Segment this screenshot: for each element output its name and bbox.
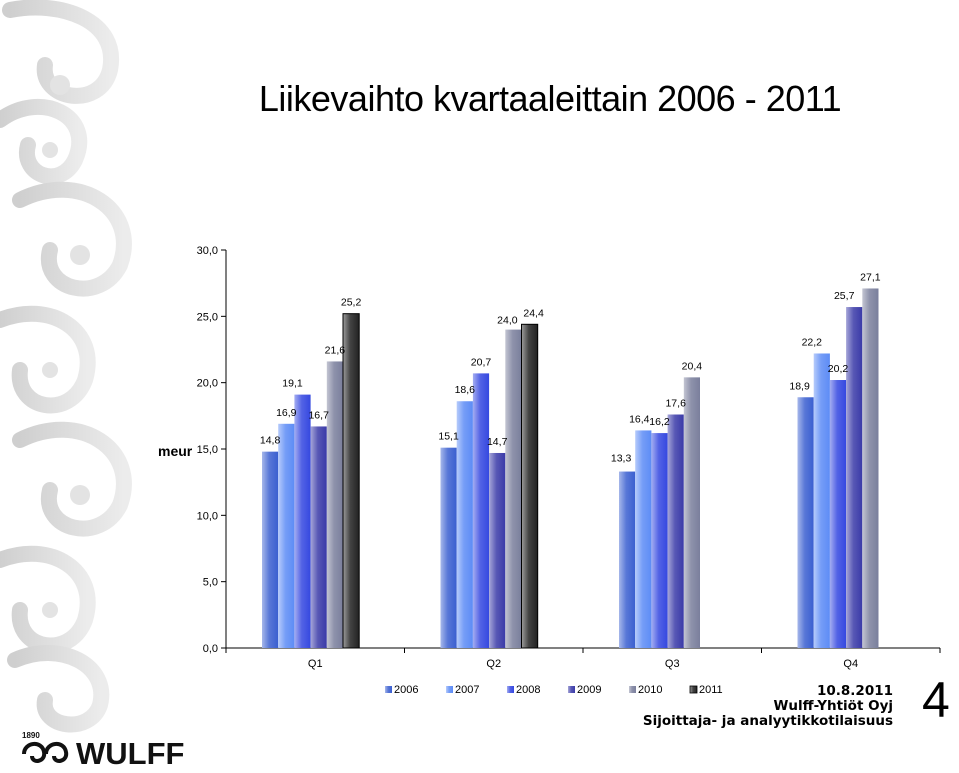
footer-event: Sijoittaja- ja analyytikkotilaisuus (642, 713, 893, 729)
page-title: Liikevaihto kvartaaleittain 2006 - 2011 (258, 78, 842, 119)
bar-2007-Q2 (456, 401, 473, 648)
footer-company: Wulff-Yhtiöt Oyj (773, 698, 893, 714)
logo-year: 1890 (22, 731, 40, 740)
x-tick-label: Q3 (665, 658, 680, 670)
bar-2010-Q4 (862, 288, 879, 648)
bar-2007-Q4 (813, 353, 830, 648)
legend-swatch-2009 (568, 686, 575, 693)
bar-2008-Q1 (294, 394, 311, 648)
bar-2006-Q4 (797, 397, 814, 648)
y-axis-label: meur (158, 443, 193, 459)
data-label: 19,1 (282, 378, 303, 390)
data-label: 24,0 (497, 315, 518, 327)
logo-name: WULFF (76, 736, 184, 768)
data-label: 14,8 (260, 435, 281, 447)
bar-2010-Q3 (683, 377, 700, 648)
legend-swatch-2006 (385, 686, 392, 693)
data-label: 16,4 (629, 413, 650, 425)
y-tick-label: 5,0 (203, 577, 218, 589)
data-label: 18,9 (789, 380, 810, 392)
bar-2007-Q1 (278, 423, 295, 648)
y-tick-label: 30,0 (197, 245, 218, 257)
x-tick-label: Q1 (308, 658, 323, 670)
data-label: 16,7 (308, 409, 329, 421)
bar-2008-Q3 (651, 433, 668, 648)
bar-2009-Q1 (310, 426, 327, 648)
footer-block: 10.8.2011 Wulff-Yhtiöt Oyj Sijoittaja- j… (643, 684, 893, 729)
data-label: 18,6 (455, 384, 476, 396)
data-label: 16,9 (276, 407, 297, 419)
bar-2010-Q1 (326, 361, 343, 648)
bar-2006-Q1 (262, 451, 279, 648)
data-label: 22,2 (802, 336, 823, 348)
y-tick-label: 15,0 (197, 444, 218, 456)
data-label: 25,7 (834, 290, 855, 302)
bar-2010-Q2 (505, 329, 522, 648)
legend-swatch-2011 (689, 685, 698, 694)
bar-2011-Q2 (521, 323, 539, 649)
data-label: 17,6 (665, 398, 686, 410)
bar-2009-Q4 (846, 307, 863, 648)
bar-2009-Q3 (667, 414, 684, 648)
bar-2008-Q2 (472, 373, 490, 648)
data-label: 25,2 (341, 297, 362, 309)
bar-2006-Q2 (440, 447, 457, 648)
footer-date: 10.8.2011 (816, 683, 893, 699)
y-tick-label: 10,0 (197, 510, 218, 522)
legend-label-2009: 2009 (577, 684, 601, 696)
bar-2009-Q2 (489, 452, 506, 648)
data-label: 15,1 (438, 431, 459, 443)
data-label: 13,3 (611, 453, 632, 465)
page-number: 4 (922, 672, 950, 728)
legend-label-2010: 2010 (638, 684, 662, 696)
data-label: 27,1 (860, 271, 881, 283)
legend-swatch-2008 (507, 686, 514, 693)
legend-label-2011: 2011 (699, 684, 723, 696)
y-tick-label: 20,0 (197, 378, 218, 390)
data-label: 20,2 (828, 363, 849, 375)
y-tick-label: 25,0 (197, 311, 218, 323)
data-label: 16,2 (649, 416, 670, 428)
legend-label-2006: 2006 (394, 684, 418, 696)
legend-label-2008: 2008 (516, 684, 540, 696)
data-label: 24,4 (523, 307, 544, 319)
bar-2008-Q4 (829, 380, 847, 648)
y-tick-label: 0,0 (203, 643, 218, 655)
data-label: 20,7 (471, 356, 492, 368)
legend-swatch-2010 (629, 686, 636, 693)
bar-2007-Q3 (635, 430, 652, 648)
x-tick-label: Q2 (486, 658, 501, 670)
data-label: 21,6 (325, 344, 346, 356)
bar-2006-Q3 (619, 471, 636, 648)
x-tick-label: Q4 (843, 658, 858, 670)
legend-label-2007: 2007 (455, 684, 479, 696)
legend-swatch-2007 (446, 686, 453, 693)
logo-swirl-icon (22, 742, 69, 763)
bar-2011-Q1 (342, 313, 360, 649)
data-label: 20,4 (682, 360, 703, 372)
data-label: 14,7 (487, 436, 508, 448)
wulff-logo: 1890 WULFF (22, 731, 184, 768)
